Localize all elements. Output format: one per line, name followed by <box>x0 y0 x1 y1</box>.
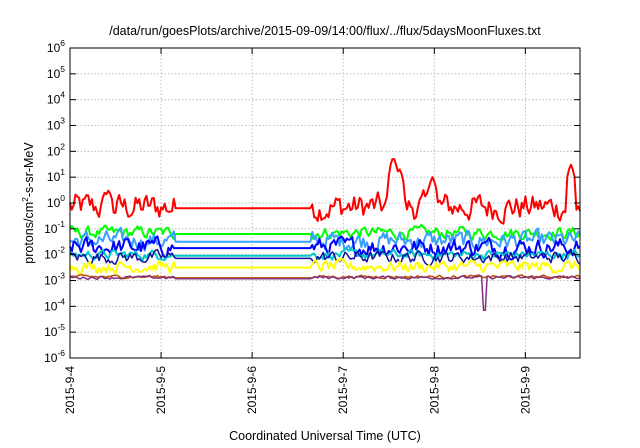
y-tick-label: 10-5 <box>44 322 65 339</box>
y-tick-label: 106 <box>47 38 65 55</box>
x-tick-label: 2015-9-7 <box>336 366 350 414</box>
y-tick-label: 10-4 <box>44 296 65 313</box>
x-axis-label: Coordinated Universal Time (UTC) <box>229 429 421 443</box>
y-tick-label: 100 <box>47 193 65 210</box>
y-tick-label: 103 <box>47 116 65 133</box>
series-line-5 <box>69 248 581 266</box>
y-tick-label: 10-6 <box>44 348 65 365</box>
x-tick-label: 2015-9-9 <box>518 366 532 414</box>
plot-series <box>69 158 581 312</box>
x-axis-ticks: 2015-9-4 2015-9-5 2015-9-6 2015-9-7 2015-9-8… <box>63 48 532 414</box>
x-tick-label: 2015-9-4 <box>63 366 77 414</box>
y-tick-label: 104 <box>47 90 65 107</box>
y-tick-label: 10-1 <box>44 219 65 236</box>
plot-frame <box>69 47 581 359</box>
y-axis-ticks: 10-6 10-5 10-4 10-3 10-2 10-1 100 101 102 103 104 1… <box>44 38 580 365</box>
y-tick-label: 101 <box>47 167 65 184</box>
y-tick-label: 105 <box>47 64 65 81</box>
x-tick-label: 2015-9-8 <box>427 366 441 414</box>
y-tick-label: 102 <box>47 141 65 158</box>
series-line-3 <box>69 235 581 261</box>
series-line-1 <box>69 223 581 242</box>
x-tick-label: 2015-9-5 <box>154 366 168 414</box>
grid-lines <box>70 48 580 358</box>
y-axis-label: protons/cm2-s-sr-MeV <box>20 142 36 264</box>
series-line-0 <box>69 158 581 225</box>
y-tick-label: 10-2 <box>44 245 65 262</box>
chart-title: /data/run/goesPlots/archive/2015-09-09/1… <box>109 24 541 38</box>
series-line-6 <box>69 257 581 276</box>
y-tick-label: 10-3 <box>44 271 65 288</box>
x-tick-label: 2015-9-6 <box>245 366 259 414</box>
series-line-8 <box>69 274 581 312</box>
